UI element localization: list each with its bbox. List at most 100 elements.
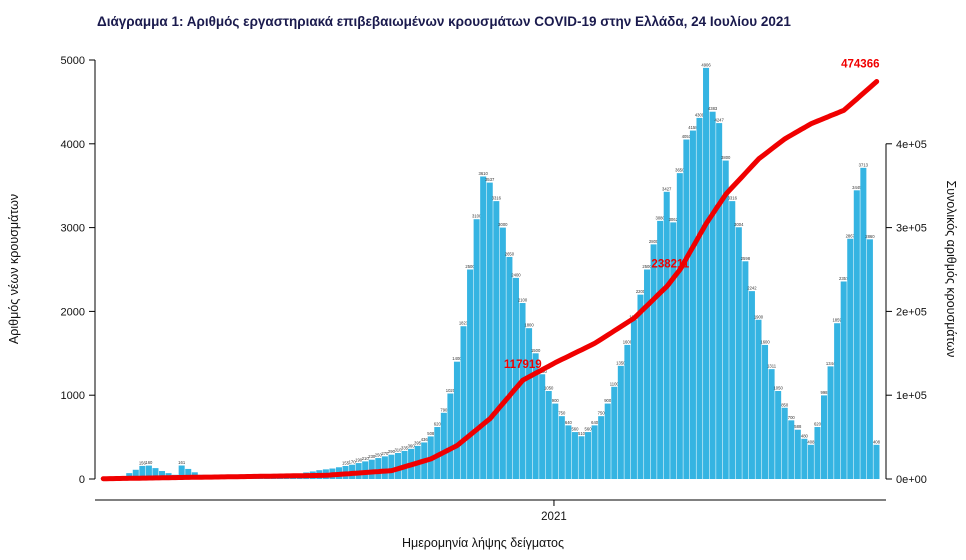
daily-cases-bar [512,277,519,479]
daily-cases-bar [486,182,493,479]
bar-value-label: 408 [807,439,815,444]
daily-cases-bar [847,238,854,479]
bar-value-label: 480 [801,433,809,438]
cumulative-annotation: 238211 [651,258,689,270]
bar-value-label: 3316 [492,196,502,201]
bar-value-label: 750 [598,411,606,416]
bar-value-label: 230 [368,454,376,459]
bar-value-label: 3100 [472,214,482,219]
y-axis-left-tick-label: 3000 [61,223,85,235]
bar-value-label: 4383 [708,106,718,111]
daily-cases-bar [565,425,572,479]
bar-value-label: 588 [794,424,802,429]
bar-value-label: 3080 [655,215,665,220]
bar-value-label: 2242 [747,286,757,291]
bar-value-label: 1900 [754,314,764,319]
daily-cases-bar [611,386,618,479]
y-axis-right-tick-label: 4e+05 [896,139,927,151]
daily-cases-bar [755,319,762,479]
daily-cases-bar [388,454,395,479]
daily-cases-bar [676,173,683,479]
bar-value-label: 1311 [767,364,777,369]
bar-value-label: 3000 [498,222,508,227]
daily-cases-bar [152,468,159,479]
daily-cases-bar [794,429,801,479]
daily-cases-bar [637,294,644,479]
daily-cases-bar [657,220,664,479]
daily-cases-bar [473,219,480,479]
bar-value-label: 170 [349,459,357,464]
daily-cases-bar [394,453,401,479]
daily-cases-bar [480,176,487,480]
bar-value-label: 4158 [688,125,698,130]
bar-value-label: 2867 [846,233,856,238]
daily-cases-bar [375,458,382,479]
bar-value-label: 4906 [701,62,711,67]
bar-value-label: 2400 [511,272,521,277]
bar-value-label: 1600 [623,339,633,344]
y-axis-right-tick-label: 0e+00 [896,474,927,486]
daily-cases-bar [158,471,166,479]
cumulative-annotation: 474366 [841,59,879,71]
daily-cases-bar [762,344,769,479]
daily-cases-bar [709,111,716,479]
x-axis-tick-label: 2021 [541,511,567,523]
covid-epicurve-chart: Αριθμός νέων κρουσμάτων Συνολικός αριθμό… [7,55,958,523]
y-axis-title-left: Αριθμός νέων κρουσμάτων [7,194,21,344]
bar-value-label: 508 [427,431,435,436]
bar-value-label: 2357 [839,276,849,281]
daily-cases-bar [814,427,821,479]
bar-value-label: 3062 [669,217,679,222]
bar-value-label: 1500 [531,348,541,353]
bar-value-label: 510 [578,431,586,436]
bar-value-label: 160 [145,460,153,465]
bar-value-label: 998 [821,390,829,395]
daily-cases-bar [860,167,867,479]
bar-value-label: 3316 [728,196,738,201]
daily-cases-bar [519,303,526,479]
bar-value-label: 2100 [518,298,528,303]
bar-value-label: 560 [571,427,579,432]
daily-cases-bar [650,244,657,479]
daily-cases-bar [532,353,539,479]
daily-cases-bar [571,432,578,479]
bar-value-label: 900 [552,398,560,403]
daily-cases-bar [440,412,447,479]
daily-cases-bar [775,391,782,479]
bar-value-label: 2500 [465,264,475,269]
cumulative-line [100,79,880,482]
daily-cases-bar [827,366,834,479]
daily-cases-bar [670,222,677,479]
bar-value-label: 900 [604,398,612,403]
bar-value-label: 4309 [695,112,705,117]
plot-area: 156 160 161 155 170 190 210 230 250 270 290 310 335 3… [61,55,927,523]
bar-value-label: 850 [781,402,789,407]
daily-cases-bar [578,436,585,479]
bar-value-label: 3650 [675,168,685,173]
y-axis-left-tick-label: 0 [79,474,85,486]
daily-cases-bar [585,432,592,479]
bar-value-label: 190 [355,458,363,463]
y-axis-left-tick-label: 2000 [61,306,85,318]
bar-value-label: 156 [139,460,147,465]
bar-value-label: 1050 [544,386,554,391]
bar-value-label: 2500 [642,264,652,269]
y-axis-title-right: Συνολικός αριθμός κρουσμάτων [944,181,958,358]
bar-value-label: 1823 [459,321,469,326]
bar-value-label: 790 [440,407,448,412]
daily-cases-bar [545,391,552,479]
bar-value-label: 395 [414,440,422,445]
daily-cases-bar [624,344,631,479]
daily-cases-bar [447,393,454,479]
daily-cases-bar [139,465,146,479]
bar-value-label: 1020 [446,388,456,393]
daily-cases-bar [821,395,828,479]
bar-value-label: 700 [788,415,796,420]
daily-cases-bar [185,468,192,479]
daily-cases-bar [801,438,808,479]
bar-value-label: 620 [434,422,442,427]
bar-value-label: 620 [814,422,822,427]
bar-value-label: 560 [585,427,593,432]
daily-cases-bar [467,269,474,479]
